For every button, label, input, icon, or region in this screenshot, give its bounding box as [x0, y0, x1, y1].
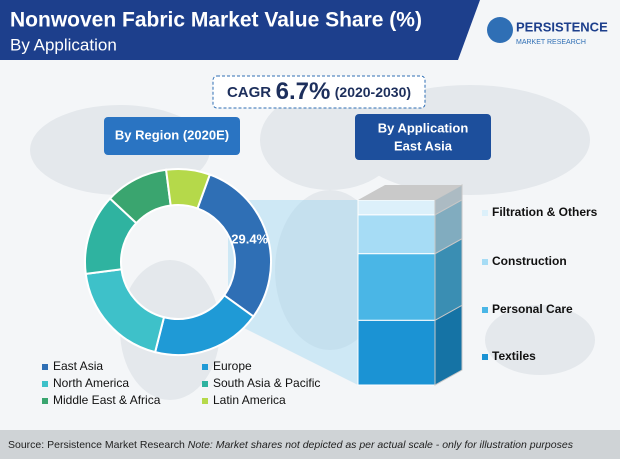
legend-label: Textiles [492, 349, 536, 363]
cagr-period: (2020-2030) [335, 84, 411, 100]
legend-label: South Asia & Pacific [213, 376, 320, 390]
legend-label: Filtration & Others [492, 205, 598, 219]
bar-segment [357, 199, 436, 216]
legend-swatch [482, 210, 488, 216]
cagr-box [212, 75, 426, 109]
legend-label: Europe [213, 359, 252, 373]
cagr-label: CAGR [227, 84, 271, 101]
legend-label: Construction [492, 254, 567, 268]
bar-segment [357, 214, 436, 255]
legend-swatch [202, 381, 208, 387]
cagr: CAGR 6.7% (2020-2030) [227, 78, 411, 105]
subtitle: By Application [10, 35, 117, 54]
cagr-value: 6.7% [276, 78, 331, 105]
bar-segment [357, 319, 436, 386]
logo-subtext: MARKET RESEARCH [516, 39, 586, 46]
legend-swatch [42, 398, 48, 404]
legend-swatch [482, 354, 488, 360]
title: Nonwoven Fabric Market Value Share (%) [10, 9, 422, 32]
footer-source: Source: Persistence Market Research [8, 439, 185, 451]
region-badge [104, 117, 240, 155]
application-badge [355, 114, 491, 160]
data-label: 29.4% [231, 231, 268, 246]
legend-swatch [202, 398, 208, 404]
footer-bar [0, 430, 620, 459]
footer-note: Note: Market shares not depicted as per … [188, 439, 574, 451]
legend-swatch [202, 364, 208, 370]
donut-title: By Region (2020E) [115, 127, 229, 142]
legend-label: Latin America [213, 393, 286, 407]
legend-swatch [482, 259, 488, 265]
footer: Source: Persistence Market Research Note… [8, 439, 574, 451]
logo-text: PERSISTENCE [516, 19, 608, 34]
legend-label: East Asia [53, 359, 103, 373]
legend-label: Personal Care [492, 302, 573, 316]
title-banner [0, 0, 480, 60]
legend-swatch [482, 307, 488, 313]
plots: 29.4% East Asia Europe North America South A… [42, 168, 598, 407]
bar-segment [357, 253, 436, 321]
logo-icon [487, 17, 513, 43]
legend-swatch [42, 381, 48, 387]
bar-subtitle: East Asia [394, 138, 453, 153]
legend-swatch [42, 364, 48, 370]
donut-slice [196, 173, 272, 318]
bar-title: By Application [378, 120, 469, 135]
donut-slice [164, 168, 212, 210]
legend-label: North America [53, 376, 129, 390]
legend-label: Middle East & Africa [53, 393, 161, 407]
bar-top [358, 185, 462, 200]
